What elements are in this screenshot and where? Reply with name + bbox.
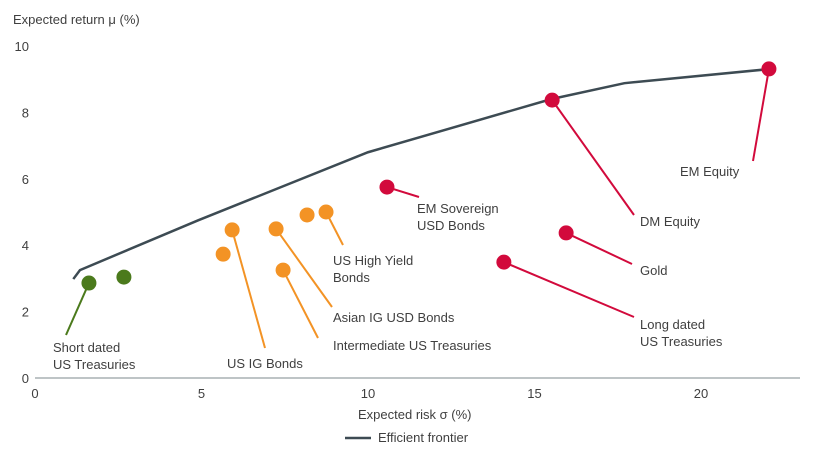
data-point-bonds (268, 221, 284, 237)
x-tick-label: 5 (198, 386, 205, 401)
point-label: USD Bonds (417, 218, 485, 233)
efficient-frontier-line (72, 67, 768, 280)
point-label: Short dated (53, 340, 120, 355)
x-axis-label: Expected risk σ (%) (358, 407, 472, 422)
y-tick-label: 10 (15, 39, 29, 54)
data-point-risk (379, 179, 395, 195)
point-label: Bonds (333, 270, 370, 285)
leader-line (231, 229, 266, 349)
data-point-risk (544, 92, 560, 108)
point-label: DM Equity (640, 214, 700, 229)
y-tick-label: 8 (22, 105, 29, 120)
point-label: Intermediate US Treasuries (333, 338, 492, 353)
data-point-bonds (275, 262, 291, 278)
data-point-risk (761, 61, 777, 77)
leader-line (65, 282, 90, 336)
x-tick-label: 15 (527, 386, 541, 401)
legend-label-frontier: Efficient frontier (378, 430, 469, 445)
data-point-bonds (299, 207, 315, 223)
point-label: US High Yield (333, 253, 413, 268)
point-label: EM Sovereign (417, 201, 499, 216)
y-tick-label: 2 (22, 305, 29, 320)
point-label: Asian IG USD Bonds (333, 310, 455, 325)
leader-line (503, 261, 635, 318)
leader-line (282, 269, 319, 339)
point-label: US IG Bonds (227, 356, 303, 371)
y-axis-label: Expected return μ (%) (13, 12, 140, 27)
data-point-bonds (318, 204, 334, 220)
y-tick-label: 6 (22, 172, 29, 187)
data-point-bonds (215, 246, 231, 262)
leader-line (565, 232, 633, 265)
leader-line (752, 68, 770, 162)
point-label: Gold (640, 263, 667, 278)
x-tick-label: 0 (31, 386, 38, 401)
leader-line (551, 99, 635, 216)
point-label: US Treasuries (53, 357, 136, 372)
point-label: US Treasuries (640, 334, 723, 349)
data-point-cash (81, 275, 97, 291)
leader-line (275, 228, 333, 308)
y-tick-label: 4 (22, 238, 29, 253)
data-point-risk (496, 254, 512, 270)
data-point-cash (116, 269, 132, 285)
data-point-bonds (224, 222, 240, 238)
point-label: Long dated (640, 317, 705, 332)
point-label: EM Equity (680, 164, 740, 179)
data-point-risk (558, 225, 574, 241)
x-tick-label: 20 (694, 386, 708, 401)
x-tick-label: 10 (361, 386, 375, 401)
y-tick-label: 0 (22, 371, 29, 386)
